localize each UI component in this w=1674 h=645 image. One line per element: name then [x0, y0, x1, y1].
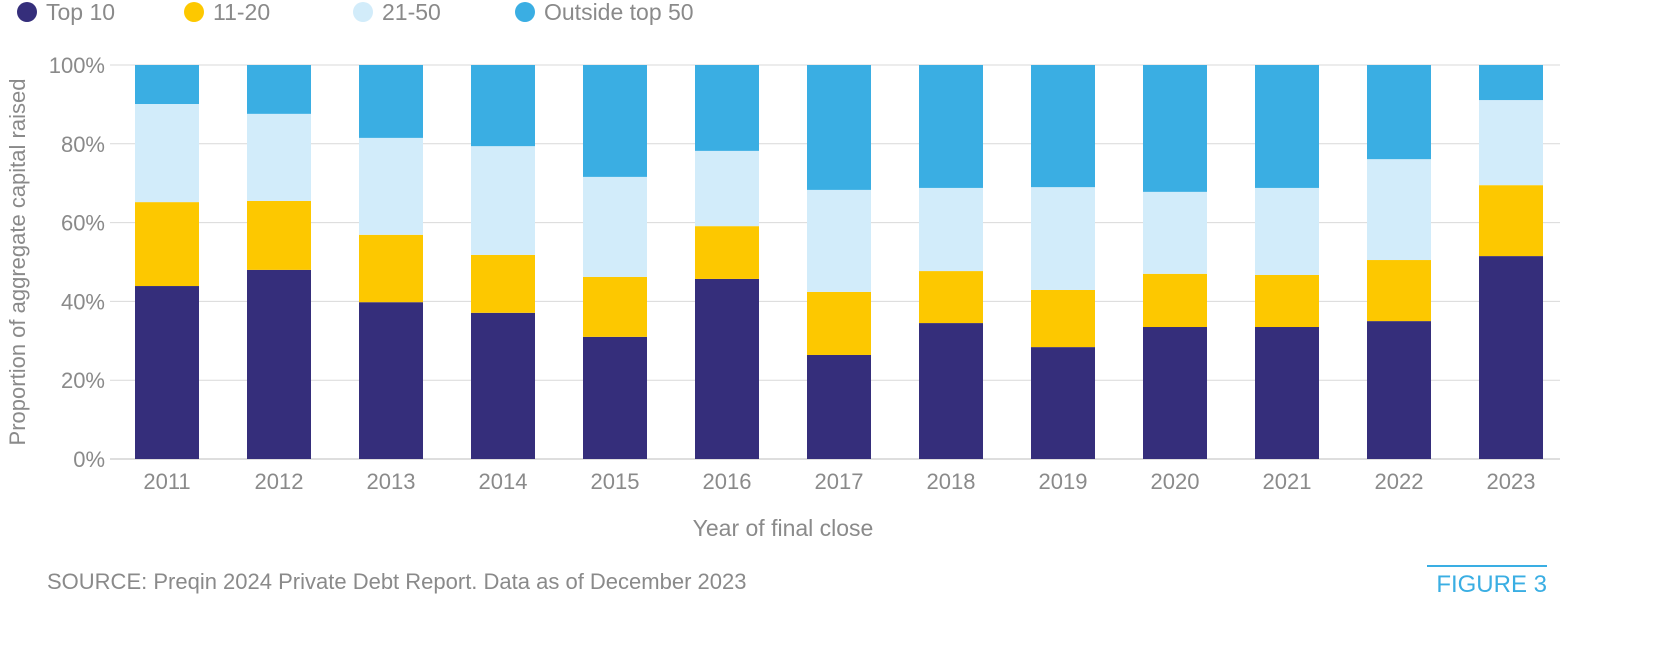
bars: [135, 65, 1543, 459]
y-tick-label: 80%: [61, 132, 105, 157]
legend: Top 10 11-20 21-50 Outside top 50: [17, 0, 694, 25]
bar-segment-outside-top-50-2015: [583, 65, 647, 177]
bar-segment-21-50-2014: [471, 146, 535, 255]
x-tick-label: 2018: [927, 469, 976, 494]
source-note: SOURCE: Preqin 2024 Private Debt Report.…: [47, 569, 746, 594]
bar-segment-21-50-2019: [1031, 187, 1095, 290]
bar-segment-21-50-2022: [1367, 159, 1431, 261]
bar-segment-21-50-2023: [1479, 100, 1543, 186]
bar-segment-21-50-2017: [807, 189, 871, 292]
bar-segment-top-10-2014: [471, 312, 535, 459]
bar-segment-top-10-2012: [247, 269, 311, 459]
x-tick-label: 2013: [367, 469, 416, 494]
bar-segment-outside-top-50-2018: [919, 65, 983, 188]
bar-segment-11-20-2020: [1143, 273, 1207, 328]
bar-segment-21-50-2013: [359, 137, 423, 235]
legend-swatch: [515, 2, 535, 22]
bar-segment-outside-top-50-2022: [1367, 65, 1431, 160]
y-tick-label: 20%: [61, 368, 105, 393]
bar-segment-11-20-2019: [1031, 289, 1095, 348]
y-tick-label: 100%: [49, 53, 105, 78]
bar-segment-outside-top-50-2011: [135, 65, 199, 105]
bar-segment-top-10-2016: [695, 278, 759, 459]
bar-segment-top-10-2013: [359, 302, 423, 459]
bar-segment-21-50-2011: [135, 104, 199, 203]
legend-label: Top 10: [46, 0, 115, 25]
bar-segment-outside-top-50-2019: [1031, 65, 1095, 188]
y-tick-label: 0%: [73, 447, 105, 472]
bar-segment-outside-top-50-2016: [695, 65, 759, 151]
y-tick-label: 60%: [61, 211, 105, 236]
bar-segment-top-10-2015: [583, 336, 647, 459]
bar-segment-top-10-2017: [807, 354, 871, 459]
x-tick-label: 2022: [1375, 469, 1424, 494]
bar-segment-11-20-2022: [1367, 260, 1431, 322]
bar-segment-top-10-2018: [919, 323, 983, 459]
legend-label: Outside top 50: [544, 0, 694, 25]
bar-segment-21-50-2020: [1143, 191, 1207, 274]
x-tick-label: 2011: [143, 469, 190, 494]
legend-label: 11-20: [213, 0, 270, 25]
x-axis-ticks: 2011 2012 2013 2014 2015 2016 2017 2018 2019 2020…: [143, 469, 1535, 494]
figure-label: FIGURE 3: [1436, 571, 1547, 598]
bar-segment-top-10-2019: [1031, 347, 1095, 459]
x-tick-label: 2019: [1039, 469, 1088, 494]
bar-segment-outside-top-50-2017: [807, 65, 871, 190]
x-tick-label: 2020: [1151, 469, 1200, 494]
bar-segment-11-20-2021: [1255, 275, 1319, 328]
bar-segment-21-50-2021: [1255, 187, 1319, 276]
x-tick-label: 2014: [479, 469, 528, 494]
x-tick-label: 2021: [1263, 469, 1312, 494]
bar-segment-outside-top-50-2013: [359, 65, 423, 138]
bar-segment-top-10-2022: [1367, 321, 1431, 459]
bar-segment-outside-top-50-2023: [1479, 65, 1543, 101]
bar-segment-top-10-2020: [1143, 327, 1207, 459]
x-tick-label: 2016: [703, 469, 752, 494]
bar-segment-11-20-2011: [135, 202, 199, 287]
bar-segment-11-20-2016: [695, 226, 759, 279]
bar-segment-11-20-2023: [1479, 185, 1543, 257]
bar-segment-outside-top-50-2012: [247, 65, 311, 114]
bar-segment-11-20-2015: [583, 276, 647, 337]
y-tick-label: 40%: [61, 289, 105, 314]
legend-swatch: [353, 2, 373, 22]
y-axis-label: Proportion of aggregate capital raised: [5, 79, 30, 446]
x-tick-label: 2017: [815, 469, 864, 494]
bar-segment-21-50-2012: [247, 113, 311, 201]
bar-segment-top-10-2021: [1255, 327, 1319, 459]
bar-segment-11-20-2014: [471, 254, 535, 313]
bar-segment-21-50-2016: [695, 150, 759, 227]
bar-segment-outside-top-50-2021: [1255, 65, 1319, 188]
x-tick-label: 2023: [1487, 469, 1536, 494]
x-axis-label: Year of final close: [693, 515, 874, 541]
legend-swatch: [184, 2, 204, 22]
bar-segment-11-20-2017: [807, 291, 871, 355]
legend-swatch: [17, 2, 37, 22]
x-tick-label: 2015: [591, 469, 640, 494]
bar-segment-11-20-2012: [247, 200, 311, 270]
bar-segment-11-20-2013: [359, 234, 423, 303]
legend-label: 21-50: [382, 0, 441, 25]
x-tick-label: 2012: [255, 469, 304, 494]
bar-segment-21-50-2015: [583, 176, 647, 277]
bar-segment-top-10-2023: [1479, 256, 1543, 459]
bar-segment-outside-top-50-2020: [1143, 65, 1207, 192]
bar-segment-21-50-2018: [919, 187, 983, 272]
bar-segment-top-10-2011: [135, 286, 199, 459]
bar-segment-outside-top-50-2014: [471, 65, 535, 147]
bar-segment-11-20-2018: [919, 271, 983, 324]
